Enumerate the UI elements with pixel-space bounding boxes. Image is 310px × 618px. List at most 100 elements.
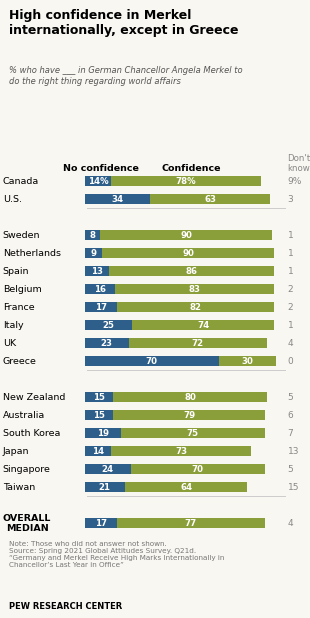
Bar bbox=[115, 284, 274, 294]
Bar bbox=[85, 482, 125, 492]
Bar bbox=[85, 302, 117, 312]
Text: No confidence: No confidence bbox=[63, 164, 139, 173]
Bar bbox=[85, 248, 102, 258]
Text: 5: 5 bbox=[287, 465, 293, 474]
Bar bbox=[125, 482, 247, 492]
Text: Sweden: Sweden bbox=[3, 231, 40, 240]
Text: 34: 34 bbox=[111, 195, 123, 204]
Text: UK: UK bbox=[3, 339, 16, 348]
Text: 79: 79 bbox=[183, 411, 195, 420]
Text: 17: 17 bbox=[95, 303, 107, 311]
Bar bbox=[85, 446, 111, 456]
Text: Taiwan: Taiwan bbox=[3, 483, 35, 492]
Text: 72: 72 bbox=[192, 339, 204, 348]
Text: Confidence: Confidence bbox=[161, 164, 221, 173]
Text: 15: 15 bbox=[93, 393, 105, 402]
Text: 82: 82 bbox=[190, 303, 202, 311]
Text: PEW RESEARCH CENTER: PEW RESEARCH CENTER bbox=[9, 601, 122, 611]
Text: 1: 1 bbox=[287, 321, 293, 330]
Text: 14: 14 bbox=[92, 447, 104, 455]
Text: 77: 77 bbox=[185, 519, 197, 528]
Bar bbox=[85, 464, 131, 474]
Text: 83: 83 bbox=[189, 285, 201, 294]
Bar bbox=[102, 248, 274, 258]
Text: 90: 90 bbox=[182, 249, 194, 258]
Text: 19: 19 bbox=[97, 429, 109, 438]
Bar bbox=[85, 519, 117, 528]
Text: 21: 21 bbox=[99, 483, 111, 492]
Bar bbox=[113, 392, 267, 402]
Text: 15: 15 bbox=[287, 483, 299, 492]
Text: Belgium: Belgium bbox=[3, 285, 42, 294]
Text: Italy: Italy bbox=[3, 321, 24, 330]
Bar bbox=[132, 320, 274, 330]
Text: 9: 9 bbox=[90, 249, 96, 258]
Text: 73: 73 bbox=[175, 447, 187, 455]
Text: 7: 7 bbox=[287, 429, 293, 438]
Text: Greece: Greece bbox=[3, 357, 37, 366]
Text: 17: 17 bbox=[95, 519, 107, 528]
Text: Note: Those who did not answer not shown.
Source: Spring 2021 Global Attitudes S: Note: Those who did not answer not shown… bbox=[9, 541, 225, 568]
Text: 80: 80 bbox=[184, 393, 196, 402]
Text: 70: 70 bbox=[146, 357, 157, 366]
Text: 70: 70 bbox=[192, 465, 204, 474]
Text: 13: 13 bbox=[287, 447, 299, 455]
Text: 90: 90 bbox=[180, 231, 192, 240]
Text: 8: 8 bbox=[89, 231, 95, 240]
Bar bbox=[131, 464, 265, 474]
Bar bbox=[117, 519, 265, 528]
Text: 6: 6 bbox=[287, 411, 293, 420]
Text: 86: 86 bbox=[186, 267, 198, 276]
Bar bbox=[85, 231, 100, 240]
Text: 1: 1 bbox=[287, 231, 293, 240]
Text: 74: 74 bbox=[197, 321, 210, 330]
Text: High confidence in Merkel
internationally, except in Greece: High confidence in Merkel internationall… bbox=[9, 9, 239, 37]
Bar bbox=[111, 176, 261, 186]
Text: OVERALL
MEDIAN: OVERALL MEDIAN bbox=[3, 514, 51, 533]
Text: 15: 15 bbox=[93, 411, 105, 420]
Text: 23: 23 bbox=[100, 339, 113, 348]
Bar bbox=[121, 428, 265, 438]
Text: Canada: Canada bbox=[3, 177, 39, 186]
Bar bbox=[219, 357, 276, 366]
Bar bbox=[85, 392, 113, 402]
Text: 9%: 9% bbox=[287, 177, 302, 186]
Text: 0: 0 bbox=[287, 357, 293, 366]
Text: 14%: 14% bbox=[88, 177, 108, 186]
Text: 4: 4 bbox=[287, 339, 293, 348]
Text: 1: 1 bbox=[287, 249, 293, 258]
Text: 78%: 78% bbox=[176, 177, 197, 186]
Text: 2: 2 bbox=[287, 285, 293, 294]
Text: Don't
know: Don't know bbox=[287, 154, 310, 173]
Text: 1: 1 bbox=[287, 267, 293, 276]
Text: 5: 5 bbox=[287, 393, 293, 402]
Bar bbox=[85, 338, 129, 348]
Text: 4: 4 bbox=[287, 519, 293, 528]
Text: Australia: Australia bbox=[3, 411, 45, 420]
Bar bbox=[111, 446, 251, 456]
Bar bbox=[85, 266, 109, 276]
Bar bbox=[85, 320, 132, 330]
Text: U.S.: U.S. bbox=[3, 195, 22, 204]
Text: France: France bbox=[3, 303, 34, 311]
Text: 13: 13 bbox=[91, 267, 103, 276]
Text: Japan: Japan bbox=[3, 447, 29, 455]
Bar bbox=[109, 266, 274, 276]
Text: South Korea: South Korea bbox=[3, 429, 60, 438]
Text: 63: 63 bbox=[204, 195, 216, 204]
Text: 25: 25 bbox=[103, 321, 114, 330]
Bar bbox=[85, 194, 150, 204]
Bar bbox=[85, 357, 219, 366]
Bar bbox=[117, 302, 274, 312]
Text: Singapore: Singapore bbox=[3, 465, 51, 474]
Text: New Zealand: New Zealand bbox=[3, 393, 65, 402]
Bar bbox=[100, 231, 272, 240]
Text: 75: 75 bbox=[187, 429, 199, 438]
Bar bbox=[150, 194, 270, 204]
Bar bbox=[85, 410, 113, 420]
Text: 16: 16 bbox=[94, 285, 106, 294]
Text: 64: 64 bbox=[180, 483, 192, 492]
Bar bbox=[129, 338, 267, 348]
Text: Spain: Spain bbox=[3, 267, 29, 276]
Bar bbox=[85, 176, 111, 186]
